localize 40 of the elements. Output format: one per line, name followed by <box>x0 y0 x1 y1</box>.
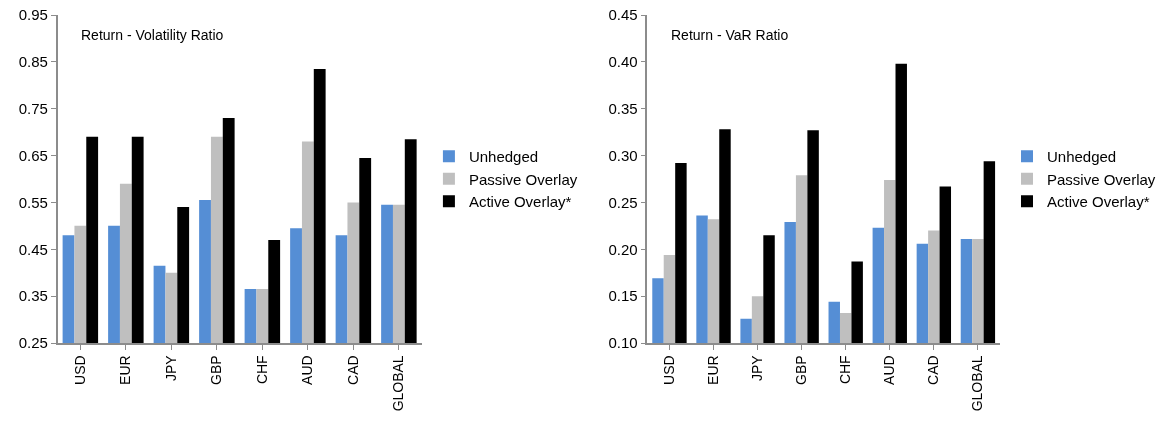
x-tick-label: EUR <box>705 355 722 385</box>
y-tick-label: 0.25 <box>18 334 48 352</box>
y-tick-label: 0.25 <box>608 193 638 211</box>
y-tick-label: 0.45 <box>18 240 48 258</box>
x-tick-label: USD <box>661 355 677 385</box>
y-tick-label: 0.35 <box>608 99 638 117</box>
x-tick-label: JPY <box>162 354 179 382</box>
x-tick-label: GBP <box>793 355 810 385</box>
legend-label: Unhedged <box>1046 148 1117 166</box>
legend-label: Unhedged <box>468 148 539 166</box>
y-tick-label: 0.75 <box>18 99 48 117</box>
y-tick-label: 0.35 <box>18 287 48 305</box>
x-tick-label: CHF <box>837 355 854 385</box>
y-tick-label: 0.15 <box>608 287 638 305</box>
y-tick-label: 0.85 <box>18 53 48 71</box>
legend-label: Active Overlay* <box>1046 193 1150 211</box>
x-tick-label: CHF <box>253 355 270 385</box>
x-tick-label: JPY <box>749 354 766 382</box>
x-tick-label: GLOBAL <box>390 355 407 412</box>
x-tick-label: USD <box>71 355 88 385</box>
y-tick-label: 0.30 <box>608 146 638 164</box>
y-tick-label: 0.55 <box>18 193 48 211</box>
x-tick-label: AUD <box>299 355 316 385</box>
y-tick-label: 0.20 <box>608 240 638 258</box>
y-tick-label: 0.95 <box>18 6 48 24</box>
text: Return - Volatility Ratio <box>81 27 224 43</box>
legend-label: Passive Overlay <box>1046 170 1156 188</box>
x-tick-label: GLOBAL <box>969 355 986 412</box>
text: Return - VaR Ratio <box>671 27 789 43</box>
y-tick-label: 0.40 <box>608 53 638 71</box>
x-tick-label: EUR <box>117 355 134 385</box>
legend-label: Passive Overlay <box>468 170 578 188</box>
x-tick-label: GBP <box>208 355 225 385</box>
x-tick-label: CAD <box>344 355 361 385</box>
legend-label: Active Overlay* <box>468 193 572 211</box>
y-tick-label: 0.10 <box>608 334 638 352</box>
x-tick-label: AUD <box>881 355 898 385</box>
y-tick-label: 0.65 <box>18 146 48 164</box>
y-tick-label: 0.45 <box>608 6 638 24</box>
x-tick-label: CAD <box>925 355 942 385</box>
